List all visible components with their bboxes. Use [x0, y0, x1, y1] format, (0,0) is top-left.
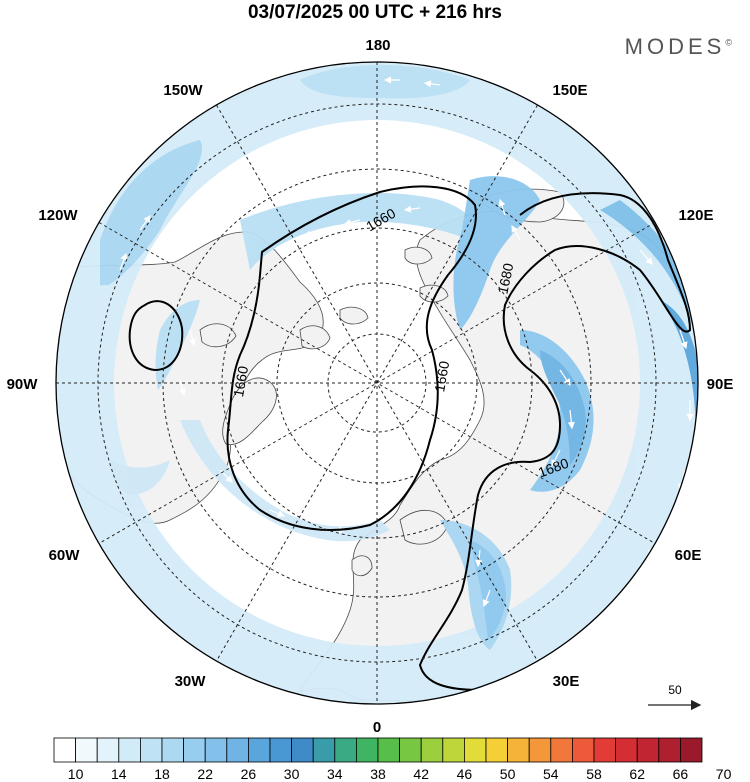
colorbar-swatch [442, 737, 465, 763]
colorbar-tick-label: 38 [370, 766, 386, 782]
colorbar-tick-label: 58 [586, 766, 602, 782]
colorbar-swatch [204, 737, 228, 763]
colorbar-tick-label: 66 [673, 766, 689, 782]
colorbar-swatch [355, 737, 379, 763]
colorbar-tick-label: 50 [500, 766, 516, 782]
colorbar-tick-label: 54 [543, 766, 559, 782]
contour-label-1660-left: 1660 [230, 365, 251, 399]
colorbar-swatch [593, 737, 617, 763]
colorbar-swatch [615, 737, 638, 763]
lon-label-60e: 60E [675, 547, 702, 564]
colorbar-swatch [572, 737, 595, 763]
contour-label-1680-asia: 1680 [494, 261, 516, 295]
reference-vector-label: 50 [668, 683, 682, 697]
colorbar: 10 14 18 22 26 30 34 38 42 46 50 54 58 62 66 70 [53, 737, 732, 782]
lon-label-30w: 30W [175, 673, 207, 690]
colorbar-swatch [485, 737, 509, 763]
colorbar-swatch [680, 737, 703, 763]
lon-label-180: 180 [365, 37, 390, 54]
contour-label-1660-right: 1660 [431, 359, 452, 393]
lon-label-30e: 30E [553, 673, 580, 690]
colorbar-tick-label: 62 [629, 766, 645, 782]
colorbar-swatch [96, 737, 120, 763]
colorbar-tick-label: 14 [111, 766, 127, 782]
colorbar-swatch [161, 737, 185, 763]
colorbar-tick-label: 30 [284, 766, 300, 782]
colorbar-swatch [334, 737, 357, 763]
lon-label-150e: 150E [552, 82, 587, 99]
lon-label-120w: 120W [38, 207, 78, 224]
graticule [56, 62, 698, 704]
brand-mark: © [725, 37, 732, 48]
colorbar-swatch [507, 737, 530, 763]
map-border [55, 61, 699, 705]
colorbar-swatch [53, 737, 77, 763]
colorbar-swatch [658, 737, 681, 763]
colorbar-swatch [399, 737, 422, 763]
colorbar-swatch [139, 737, 163, 763]
lon-label-120e: 120E [678, 207, 713, 224]
map-disk: 1660 1680 1660 1680 1660 1680 [56, 62, 698, 704]
longitude-labels: 180 150E 120E 90E 60E 30E 0 30W 60W 90W … [7, 37, 734, 736]
colorbar-swatch [312, 737, 336, 763]
colorbar-tick-label: 70 [716, 766, 732, 782]
brand-logo: MODES© [625, 34, 732, 60]
colorbar-swatch [420, 737, 444, 763]
colorbar-swatch [118, 737, 141, 763]
colorbar-swatch [226, 737, 249, 763]
colorbar-tick-label: 18 [154, 766, 170, 782]
colorbar-swatch [377, 737, 401, 763]
colorbar-swatch [463, 737, 487, 763]
colorbar-swatch [269, 737, 293, 763]
lon-label-60w: 60W [49, 547, 81, 564]
colorbar-tick-label: 10 [68, 766, 84, 782]
colorbar-swatch [247, 737, 271, 763]
reference-vector: 50 [648, 683, 702, 711]
colorbar-tick-label: 34 [327, 766, 343, 782]
colorbar-swatch [75, 737, 98, 763]
lon-label-0: 0 [373, 719, 381, 736]
colorbar-tick-label: 46 [457, 766, 473, 782]
colorbar-tick-label: 26 [241, 766, 257, 782]
colorbar-tick-label: 42 [413, 766, 429, 782]
brand-text: MODES [624, 34, 726, 59]
lon-label-90w: 90W [7, 376, 39, 393]
lon-label-90e: 90E [707, 376, 734, 393]
colorbar-swatch [550, 737, 573, 763]
lon-label-150w: 150W [163, 82, 203, 99]
colorbar-swatch [183, 737, 206, 763]
colorbar-swatch [291, 737, 314, 763]
colorbar-swatch [528, 737, 552, 763]
colorbar-tick-label: 22 [197, 766, 213, 782]
colorbar-swatch [636, 737, 660, 763]
map-title: 03/07/2025 00 UTC + 216 hrs [247, 2, 503, 23]
